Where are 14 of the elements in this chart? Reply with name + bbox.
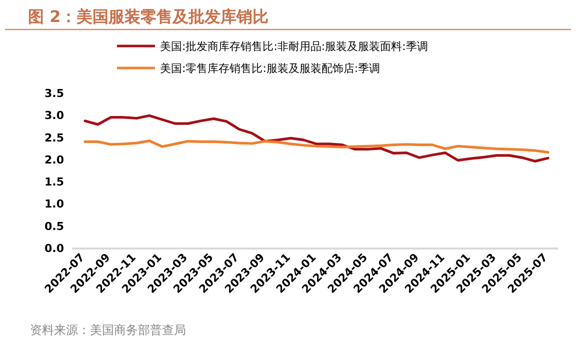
line-series: [84, 114, 550, 162]
y-tick-label: 0.0: [44, 242, 64, 255]
legend-label: 美国:零售库存销售比:服装及服装配饰店:季调: [160, 62, 380, 75]
y-tick-label: 0.5: [44, 220, 64, 233]
y-tick-label: 3.5: [44, 87, 64, 100]
y-tick-label: 2.5: [44, 131, 64, 144]
y-tick-label: 3.0: [44, 109, 64, 122]
text: 资料来源：美国商务部普查局: [30, 323, 186, 337]
y-tick-label: 2.0: [44, 153, 64, 166]
chart-title: 图 2：美国服装零售及批发库销比: [28, 7, 269, 26]
y-tick-label: 1.0: [44, 198, 64, 211]
legend-label: 美国:批发商库存销售比:非耐用品:服装及服装面料:季调: [160, 40, 428, 53]
line-series: [84, 140, 550, 154]
y-tick-label: 1.5: [44, 176, 64, 189]
